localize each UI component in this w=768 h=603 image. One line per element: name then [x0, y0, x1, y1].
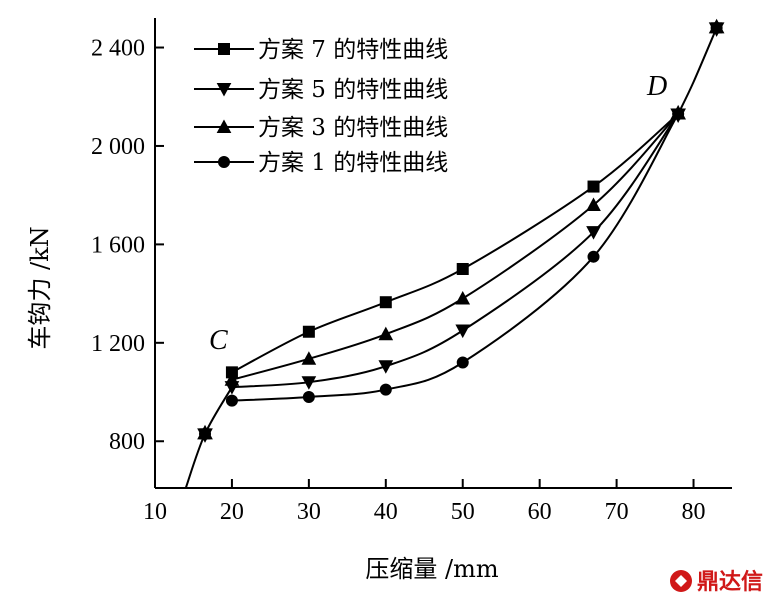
- marker-triangle-up: [455, 290, 471, 305]
- axes: 10 20 30 40 50 60 70 80 800 1 200 1 600 2 000 2 400: [91, 18, 732, 525]
- legend-label-1: 方案 7 的特性曲线: [258, 37, 448, 63]
- annotation-c: C: [209, 325, 228, 356]
- x-tick-label: 30: [297, 499, 321, 525]
- y-tick-label: 1 200: [91, 331, 145, 357]
- y-tick-label: 2 000: [91, 134, 145, 160]
- shared-point-marker: [670, 104, 686, 124]
- marker-triangle-down: [586, 226, 601, 240]
- marker-triangle-down: [216, 83, 232, 97]
- shared-point-marker: [197, 424, 213, 443]
- common-end-line: [677, 27, 718, 115]
- marker-square: [379, 296, 392, 309]
- legend-label-2: 方案 5 的特性曲线: [258, 77, 448, 103]
- y-tick-label: 800: [109, 429, 145, 455]
- shared-triangle-down: [708, 22, 725, 37]
- marker-triangle-up: [378, 326, 394, 341]
- annotation-d: D: [646, 71, 667, 102]
- marker-square: [587, 180, 600, 193]
- marker-triangle-down: [455, 324, 471, 339]
- y-axis-title: 车钩力 /kN: [26, 226, 54, 349]
- watermark: 鼎达信: [670, 569, 763, 595]
- marker-circle: [587, 250, 600, 263]
- shared-triangle-down: [670, 108, 686, 124]
- shared-triangle-down: [197, 428, 213, 443]
- marker-triangle-down: [378, 360, 394, 374]
- x-tick-label: 50: [451, 499, 475, 525]
- marker-triangle-up: [586, 197, 601, 212]
- marker-circle: [225, 394, 238, 407]
- x-tick-label: 20: [220, 499, 244, 525]
- x-tick-label: 40: [374, 499, 398, 525]
- legend-label-3: 方案 3 的特性曲线: [258, 115, 448, 141]
- x-tick-label: 10: [143, 499, 167, 525]
- marker-circle: [379, 383, 392, 396]
- watermark-text: 鼎达信: [697, 569, 763, 595]
- marker-triangle-up: [224, 372, 240, 386]
- marker-circle: [302, 390, 315, 403]
- marker-triangle-up: [216, 119, 232, 133]
- marker-circle: [218, 156, 230, 168]
- marker-square: [302, 325, 315, 338]
- marker-triangle-up: [301, 351, 317, 365]
- x-axis-title: 压缩量 /mm: [365, 555, 498, 583]
- shared-point-marker: [708, 18, 725, 37]
- legend-label-4: 方案 1 的特性曲线: [258, 150, 448, 176]
- marker-triangle-down: [301, 376, 317, 390]
- x-tick-label: 60: [528, 499, 552, 525]
- x-tick-label: 80: [682, 499, 706, 525]
- x-tick-label: 70: [605, 499, 629, 525]
- y-tick-label: 2 400: [91, 36, 145, 62]
- marker-square: [456, 262, 469, 275]
- y-tick-label: 1 600: [91, 232, 145, 258]
- watermark-logo-mark-icon: [675, 575, 687, 587]
- series-layer: [184, 18, 725, 489]
- marker-square: [218, 43, 230, 55]
- marker-circle: [456, 356, 469, 369]
